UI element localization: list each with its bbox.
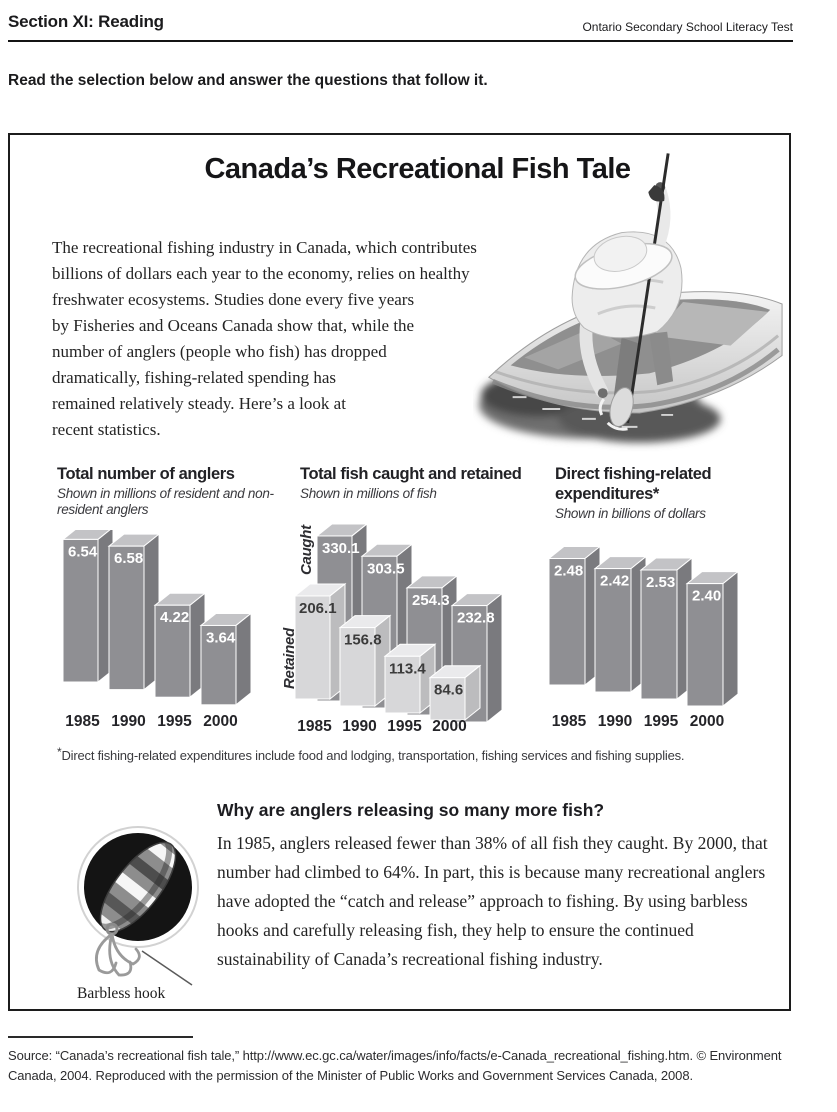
year-label: 1985 bbox=[552, 713, 587, 730]
retained-bar-1995 bbox=[383, 643, 437, 715]
bar-value-label: 6.58 bbox=[114, 550, 143, 567]
caught-value-label: 330.1 bbox=[322, 540, 360, 557]
year-label: 2000 bbox=[432, 718, 466, 735]
intro-line: The recreational fishing industry in Can… bbox=[52, 238, 477, 257]
bar-value-label: 4.22 bbox=[160, 609, 189, 626]
caption-pointer-line bbox=[141, 950, 193, 986]
bar-1985 bbox=[547, 545, 602, 687]
header-divider bbox=[8, 40, 793, 42]
bar-value-label: 2.48 bbox=[554, 563, 583, 580]
source-divider bbox=[8, 1036, 193, 1038]
year-label: 1990 bbox=[342, 718, 376, 735]
expenditures-footnote: *Direct fishing-related expenditures inc… bbox=[57, 745, 757, 763]
bar-2000 bbox=[685, 570, 740, 708]
angler bbox=[571, 182, 683, 402]
intro-line: billions of dollars each year to the eco… bbox=[52, 264, 470, 283]
retained-value-label: 156.8 bbox=[344, 632, 382, 649]
retained-value-label: 113.4 bbox=[389, 660, 426, 677]
test-name: Ontario Secondary School Literacy Test bbox=[582, 20, 793, 34]
expenditures-chart-title: Direct fishing-related expenditures* bbox=[555, 465, 712, 503]
catch-chart-header: Total fish caught and retained Shown in … bbox=[300, 464, 550, 502]
fisherman-in-boat-illustration bbox=[478, 153, 783, 443]
year-label: 1995 bbox=[644, 713, 679, 730]
year-label: 1995 bbox=[157, 713, 192, 730]
article-box: Canada’s Recreational Fish Tale bbox=[8, 133, 791, 1011]
intro-line: freshwater ecosystems. Studies done ever… bbox=[52, 290, 415, 309]
year-label: 1990 bbox=[111, 713, 145, 730]
catch-chart-subtitle: Shown in millions of fish bbox=[300, 486, 437, 501]
retained-bar-2000 bbox=[428, 664, 482, 722]
lure-caption: Barbless hook bbox=[77, 985, 166, 1002]
anglers-bar-chart: 6.54 6.58 4.22 3.64 1985 1990 1995 2000 bbox=[61, 530, 253, 730]
expenditures-chart-subtitle: Shown in billions of dollars bbox=[555, 506, 706, 521]
caught-value-label: 254.3 bbox=[412, 592, 450, 609]
caught-axis-label: Caught bbox=[298, 525, 315, 575]
caught-value-label: 303.5 bbox=[367, 560, 405, 577]
bar-2000 bbox=[199, 612, 253, 706]
retained-axis-label: Retained bbox=[281, 628, 298, 689]
retained-value-label: 84.6 bbox=[434, 682, 463, 699]
caught-value-label: 232.8 bbox=[457, 610, 495, 627]
year-label: 1985 bbox=[65, 713, 100, 730]
question-body: In 1985, anglers released fewer than 38%… bbox=[217, 833, 768, 969]
year-label: 2000 bbox=[203, 713, 237, 730]
retained-value-label: 206.1 bbox=[299, 600, 337, 617]
hat bbox=[574, 235, 673, 290]
catch-chart-title: Total fish caught and retained bbox=[300, 465, 522, 483]
section-title: Section XI: Reading bbox=[8, 12, 164, 31]
intro-line: number of anglers (people who fish) has … bbox=[52, 342, 387, 361]
reading-instruction: Read the selection below and answer the … bbox=[8, 72, 488, 89]
source-citation: Source: “Canada’s recreational fish tale… bbox=[8, 1048, 782, 1083]
footnote-text: Direct fishing-related expenditures incl… bbox=[61, 748, 685, 763]
anglers-chart-header: Total number of anglers Shown in million… bbox=[57, 464, 282, 518]
barbless-hook-illustration bbox=[77, 826, 199, 986]
bar-value-label: 2.53 bbox=[646, 574, 675, 591]
intro-line: remained relatively steady. Here’s a loo… bbox=[52, 394, 346, 413]
bar-value-label: 2.42 bbox=[600, 573, 629, 590]
intro-line: by Fisheries and Oceans Canada show that… bbox=[52, 316, 415, 335]
year-label: 2000 bbox=[690, 713, 724, 730]
bar-value-label: 3.64 bbox=[206, 629, 236, 646]
year-label: 1995 bbox=[387, 718, 422, 735]
treble-hook bbox=[95, 932, 141, 977]
intro-line: recent statistics. bbox=[52, 420, 161, 439]
fish bbox=[598, 387, 634, 431]
intro-paragraph: The recreational fishing industry in Can… bbox=[52, 235, 552, 443]
expenditures-chart-header: Direct fishing-related expenditures* Sho… bbox=[555, 464, 760, 522]
question-heading: Why are anglers releasing so many more f… bbox=[217, 800, 605, 820]
bar-value-label: 6.54 bbox=[68, 543, 98, 560]
fishing-reel bbox=[648, 185, 665, 202]
expenditures-bar-chart: 2.48 2.42 2.53 2.40 1985 1990 1995 2000 bbox=[547, 545, 740, 730]
bar-value-label: 2.40 bbox=[692, 588, 721, 605]
intro-line: dramatically, fishing-related spending h… bbox=[52, 368, 337, 387]
caught-retained-bar-chart: 330.1 303.5 254.3 232.8 206.1 156.8 113.4 84.6 1… bbox=[293, 522, 504, 735]
anglers-chart-title: Total number of anglers bbox=[57, 465, 235, 483]
year-label: 1990 bbox=[598, 713, 632, 730]
footnote-marker: * bbox=[57, 745, 62, 759]
year-label: 1985 bbox=[297, 718, 332, 735]
retained-bar-1990 bbox=[338, 614, 392, 708]
article-title: Canada’s Recreational Fish Tale bbox=[204, 153, 631, 185]
anglers-chart-subtitle: Shown in millions of resident and non-re… bbox=[57, 486, 274, 517]
